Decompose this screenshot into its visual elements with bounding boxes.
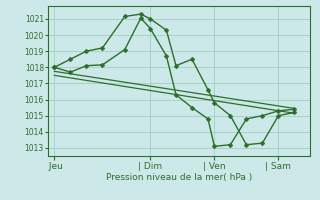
X-axis label: Pression niveau de la mer( hPa ): Pression niveau de la mer( hPa ) — [106, 173, 252, 182]
